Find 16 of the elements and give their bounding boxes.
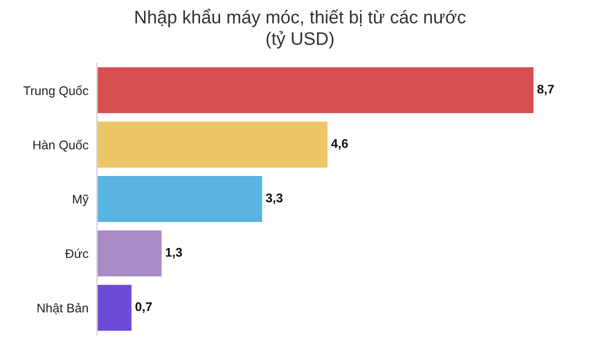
y-tick-label: Đức	[65, 248, 88, 258]
y-tick-label: Nhật Bản	[38, 303, 88, 314]
data-label: 4,6	[331, 139, 348, 150]
chart-title: Nhập khẩu máy móc, thiết bị từ các nước (tỷ USD)	[135, 8, 466, 49]
data-label: 0,7	[135, 302, 152, 313]
bar	[97, 283, 133, 332]
bar	[97, 174, 264, 224]
bar	[97, 66, 535, 115]
data-label: 8,7	[537, 84, 554, 96]
bar	[97, 229, 164, 278]
data-label: 1,3	[166, 248, 182, 259]
y-tick-label: Trung Quốc	[23, 85, 88, 98]
y-tick-label: Hàn Quốc	[33, 140, 88, 152]
data-label: 3,3	[266, 194, 283, 204]
bar	[97, 120, 329, 169]
y-tick-label: Mỹ	[73, 194, 89, 206]
